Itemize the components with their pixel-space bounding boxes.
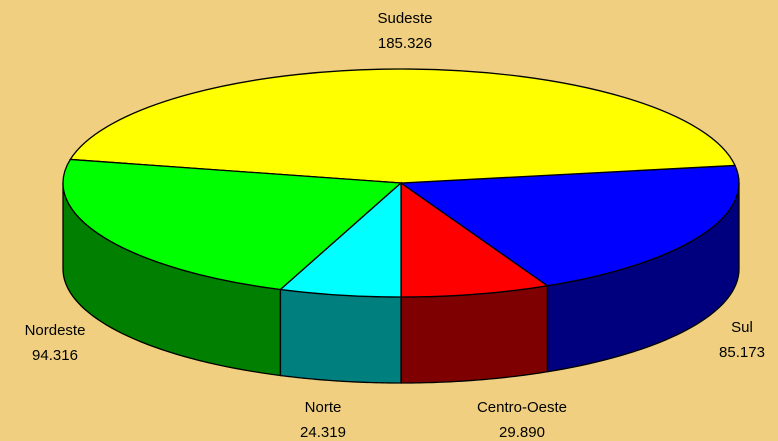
slice-label: Sul [731,319,753,336]
pie-side [400,284,549,384]
value-label: 185.326 [378,35,432,52]
value-label: 85.173 [719,344,765,361]
pie-slice [278,181,402,298]
slice-label: Sudeste [377,10,432,27]
value-label: 29.890 [499,424,545,441]
pie-side [279,288,402,384]
slice-label: Centro-Oeste [477,399,567,416]
value-label: 94.316 [32,347,78,364]
pie-slice [399,164,740,287]
value-label: 24.319 [300,424,346,441]
pie-slice [400,181,550,298]
pie-slice [69,68,736,184]
slice-label: Norte [305,399,342,416]
slice-label: Nordeste [25,322,86,339]
